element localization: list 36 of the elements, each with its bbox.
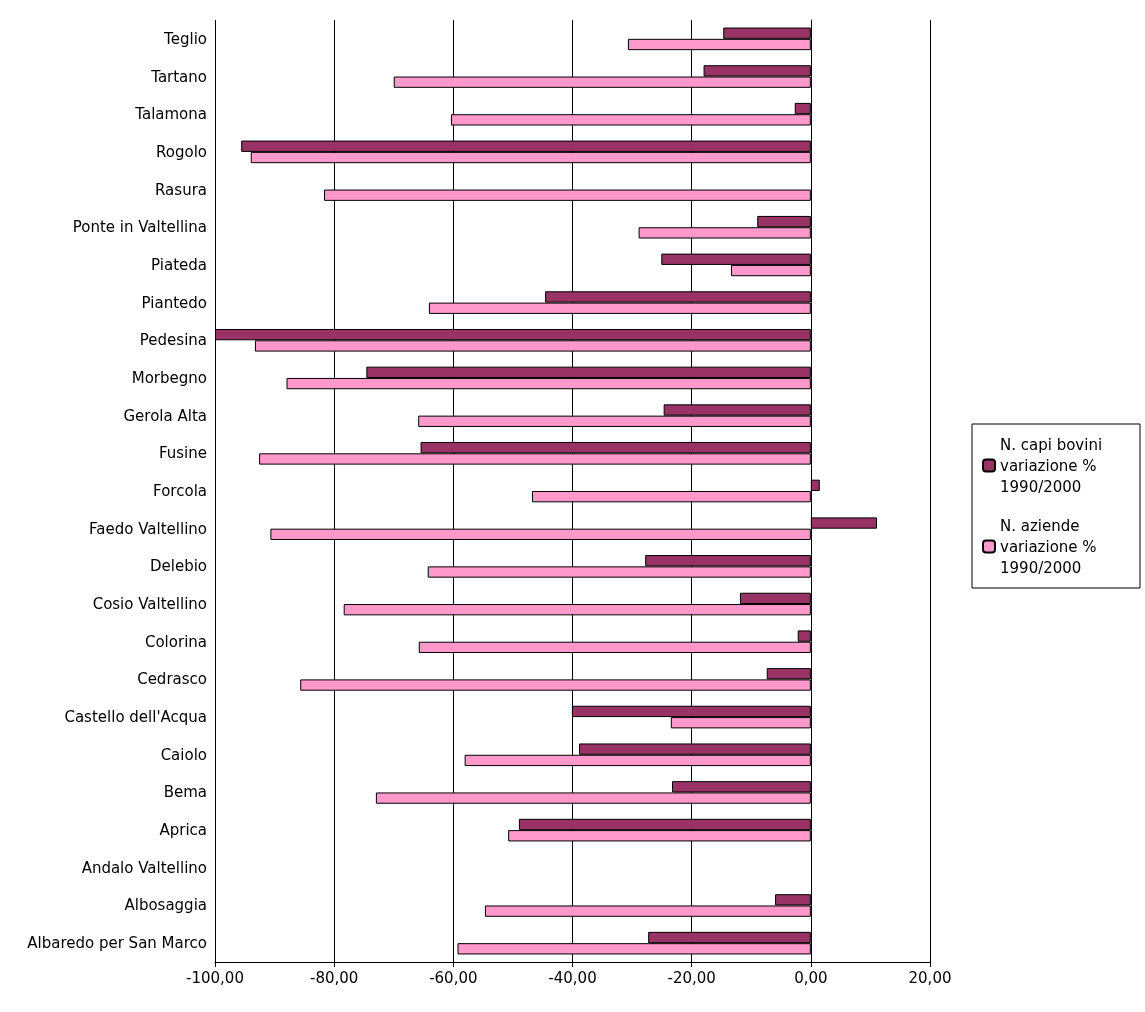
- y-tick-label: Albosaggia: [124, 896, 207, 915]
- y-tick-label: Cedrasco: [137, 670, 207, 689]
- x-tick-label: 0,00: [794, 968, 828, 987]
- x-tick-label: -100,00: [186, 968, 244, 987]
- y-tick-label: Faedo Valtellino: [89, 519, 207, 538]
- bar: [810, 479, 820, 491]
- y-tick-label: Cosio Valtellino: [92, 595, 207, 614]
- y-tick-label: Andalo Valtellino: [81, 858, 207, 877]
- y-tick-label: Caiolo: [160, 745, 207, 764]
- y-tick-label: Forcola: [153, 482, 207, 500]
- y-tick-label: Delebio: [149, 557, 207, 576]
- bar: [810, 517, 877, 529]
- y-tick-label: Castello dell'Acqua: [64, 708, 207, 727]
- y-tick-label: Rogolo: [156, 142, 207, 161]
- y-tick-label: Ponte in Valtellina: [72, 218, 207, 237]
- y-tick-label: Pedesina: [139, 331, 207, 350]
- x-tick-label: -80,00: [309, 968, 359, 987]
- x-tick-label: -40,00: [548, 968, 597, 987]
- y-tick-label: Albaredo per San Marco: [27, 934, 207, 953]
- y-tick-label: Rasura: [155, 180, 207, 199]
- y-tick-label: Gerola Alta: [123, 406, 207, 425]
- x-tick-label: -20,00: [667, 968, 716, 987]
- legend-label: N. capi bovini variazione % 1990/2000: [1000, 435, 1107, 496]
- y-tick-label: Piantedo: [141, 293, 207, 312]
- y-tick-label: Aprica: [159, 821, 207, 840]
- y-tick-label: Colorina: [144, 632, 207, 651]
- y-tick-label: Teglio: [163, 29, 207, 48]
- x-tick-label: 20,00: [908, 968, 952, 987]
- x-tick-label: -60,00: [429, 968, 478, 987]
- y-tick-label: Bema: [163, 783, 207, 802]
- y-tick-label: Tartano: [150, 67, 207, 86]
- y-tick-label: Piateda: [151, 255, 207, 274]
- y-tick-label: Fusine: [158, 444, 207, 463]
- y-tick-label: Morbegno: [131, 368, 207, 387]
- y-tick-label: Talamona: [134, 105, 207, 124]
- legend-label: N. aziende variazione % 1990/2000: [1000, 516, 1102, 577]
